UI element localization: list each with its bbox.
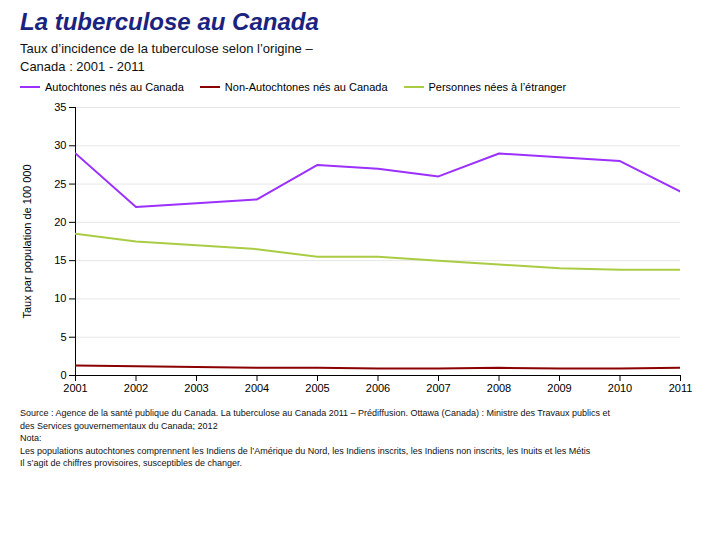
html-text:Personnes nées à l’étranger: Personnes nées à l’étranger (428, 81, 567, 94)
svg-text:35: 35 (54, 101, 66, 113)
svg-text:2010: 2010 (608, 382, 632, 394)
html-text:La tuberculose au Canada: La tuberculose au Canada (20, 8, 319, 35)
svg-text:2003: 2003 (184, 382, 208, 394)
svg-text:2005: 2005 (305, 382, 329, 394)
svg-text:2006: 2006 (366, 382, 390, 394)
svg-text:20: 20 (54, 216, 66, 228)
html-text:Taux d’incidence de la tubercu: Taux d’incidence de la tuberculose selon… (20, 41, 313, 74)
svg-text:2011: 2011 (669, 382, 693, 394)
svg-text:2008: 2008 (487, 382, 511, 394)
svg-text:2004: 2004 (245, 382, 269, 394)
html-text:Il s’agit de chiffres provisoi: Il s’agit de chiffres provisoires, susce… (20, 458, 242, 469)
svg-text:30: 30 (54, 139, 66, 151)
html-text:Non-Autochtones nés au Canada: Non-Autochtones nés au Canada (224, 81, 388, 94)
svg-text:5: 5 (60, 331, 66, 343)
svg-text:2009: 2009 (547, 382, 571, 394)
svg-text:15: 15 (54, 254, 66, 266)
svg-text:0: 0 (60, 369, 66, 381)
svg-text:25: 25 (54, 178, 66, 190)
html-text:des Services gouvernementaux d: des Services gouvernementaux du Canada; … (20, 420, 218, 431)
html-text:Nota:: Nota: (20, 433, 42, 444)
svg-text:10: 10 (54, 293, 66, 305)
html-text:Les populations autochtones co: Les populations autochtones comprennent … (20, 445, 591, 456)
svg-text:2002: 2002 (124, 382, 148, 394)
svg-text:Taux par population de 100 000: Taux par population de 100 000 (21, 165, 33, 319)
svg-text:2001: 2001 (63, 382, 87, 394)
svg-text:2007: 2007 (426, 382, 450, 394)
html-text:Autochtones nés au Canada: Autochtones nés au Canada (45, 81, 184, 94)
html-text:Source : Agence de la santé pu: Source : Agence de la santé publique du … (20, 408, 610, 419)
